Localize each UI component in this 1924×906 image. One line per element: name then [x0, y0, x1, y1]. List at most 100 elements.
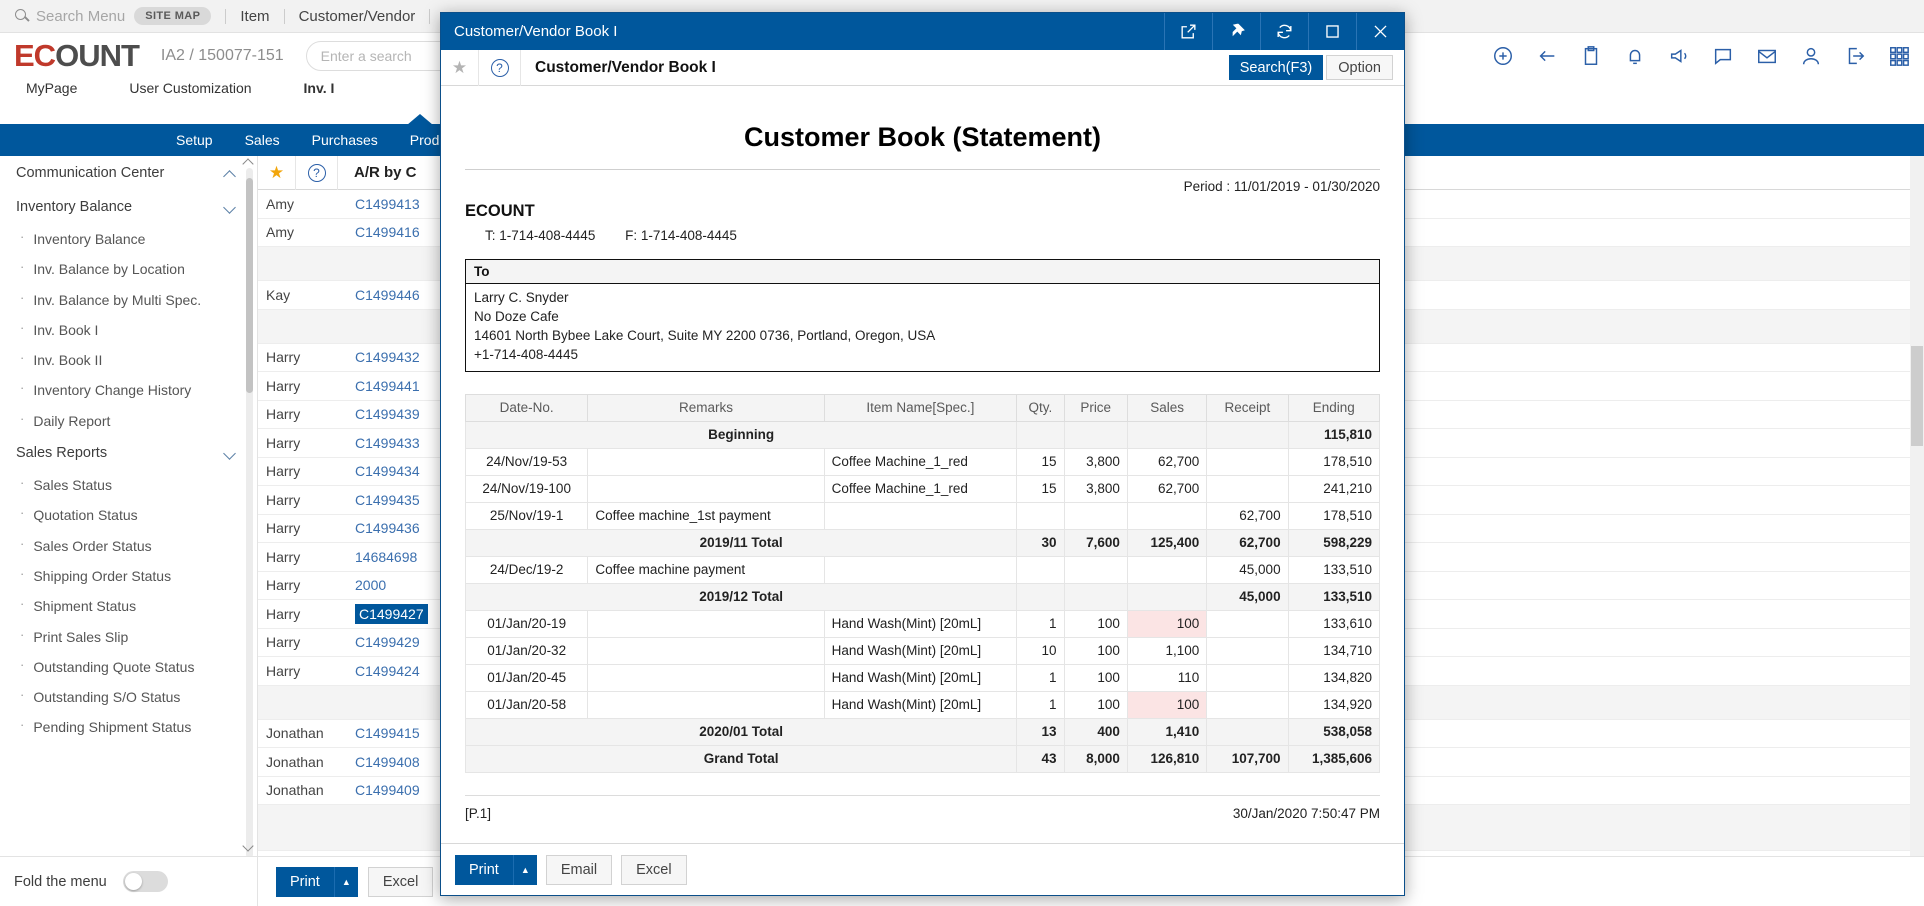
grid-scroll-thumb[interactable] [1911, 346, 1923, 446]
sidebar-item-outstanding-so-status[interactable]: · Outstanding S/O Status [0, 682, 257, 712]
modal-print-button[interactable]: Print [455, 854, 513, 885]
pin-icon[interactable] [1212, 13, 1260, 50]
row-code[interactable]: C1499433 [355, 434, 420, 451]
row-code[interactable]: C1499413 [355, 195, 420, 212]
sidebar-item-inv-balance-by-location[interactable]: · Inv. Balance by Location [0, 254, 257, 284]
row-code[interactable]: C1499439 [355, 406, 420, 423]
sidebar-item-print-sales-slip[interactable]: · Print Sales Slip [0, 622, 257, 652]
row-code[interactable]: 14684698 [355, 548, 418, 565]
tab-mypage[interactable]: MyPage [26, 80, 78, 96]
sidebar-item-label: Shipping Order Status [33, 567, 172, 584]
external-link-icon[interactable] [1164, 13, 1212, 50]
refresh-icon[interactable] [1260, 13, 1308, 50]
nav-sales[interactable]: Sales [244, 132, 280, 148]
top-link-customer-vendor[interactable]: Customer/Vendor [298, 7, 416, 25]
cell-date[interactable]: 24/Nov/19-100 [464, 474, 589, 503]
nav-purchases[interactable]: Purchases [311, 132, 378, 148]
row-code[interactable]: C1499408 [355, 753, 420, 770]
row-code[interactable]: C1499429 [355, 634, 420, 651]
sidebar-group-inventory-balance[interactable]: Inventory Balance [0, 190, 257, 224]
search-f3-button[interactable]: Search(F3) [1228, 55, 1324, 80]
fold-menu-toggle[interactable] [122, 871, 168, 892]
row-code[interactable]: C1499436 [355, 520, 420, 537]
row-code-selected[interactable]: C1499427 [351, 603, 483, 624]
sidebar-scrollbar[interactable] [246, 168, 253, 856]
sidebar-scroll-thumb[interactable] [246, 178, 253, 393]
top-link-item[interactable]: Item [240, 7, 270, 25]
logout-icon[interactable] [1844, 45, 1866, 67]
option-button[interactable]: Option [1326, 55, 1393, 80]
megaphone-icon[interactable] [1668, 45, 1690, 67]
nav-setup[interactable]: Setup [176, 132, 213, 148]
cell-date[interactable]: 24/Nov/19-53 [464, 447, 589, 476]
maximize-icon[interactable] [1308, 13, 1356, 50]
grid-print-group[interactable]: Print ▲ [276, 866, 358, 897]
favorite-star-icon[interactable]: ★ [441, 49, 479, 86]
row-code[interactable]: C1499441 [355, 377, 420, 394]
row-code[interactable]: C1499446 [355, 286, 420, 303]
sidebar-group-sales-reports[interactable]: Sales Reports [0, 436, 257, 470]
favorite-star-icon[interactable]: ★ [258, 155, 296, 190]
cell-date[interactable]: 24/Dec/19-2 [464, 555, 589, 584]
sidebar-item-inv-balance-by-multi-spec[interactable]: · Inv. Balance by Multi Spec. [0, 285, 257, 315]
row-code[interactable]: C1499415 [355, 725, 420, 742]
sidebar-item-inv-book-i[interactable]: · Inv. Book I [0, 315, 257, 345]
apps-grid-icon[interactable] [1888, 45, 1910, 67]
modal-email-button[interactable]: Email [545, 854, 613, 885]
sidebar-item-shipping-order-status[interactable]: · Shipping Order Status [0, 561, 257, 591]
summary-price [1063, 582, 1128, 611]
cell-date[interactable]: 01/Jan/20-45 [464, 663, 589, 692]
row-code[interactable]: 2000 [355, 577, 387, 594]
clipboard-icon[interactable] [1580, 45, 1602, 67]
grid-print-button[interactable]: Print [276, 866, 334, 897]
cell-date[interactable]: 01/Jan/20-19 [464, 609, 589, 638]
grid-excel-button[interactable]: Excel [367, 866, 434, 897]
row-code[interactable]: C1499416 [355, 224, 420, 241]
bell-icon[interactable] [1624, 45, 1646, 67]
modal-print-dropdown-arrow-icon[interactable]: ▲ [512, 854, 537, 885]
tab-user-customization[interactable]: User Customization [129, 80, 252, 96]
back-arrow-icon[interactable] [1536, 45, 1558, 67]
grid-print-dropdown-arrow-icon[interactable]: ▲ [333, 866, 358, 897]
search-menu-placeholder[interactable]: Search Menu [36, 7, 126, 25]
sidebar-item-sales-status[interactable]: · Sales Status [0, 470, 257, 500]
row-code[interactable]: C1499424 [355, 662, 420, 679]
divider [283, 8, 285, 24]
cell-remarks [587, 447, 825, 476]
tab-inv[interactable]: Inv. I [303, 80, 335, 96]
close-icon[interactable] [1356, 13, 1404, 50]
help-button[interactable]: ? [479, 49, 521, 86]
fold-menu-bar: Fold the menu [0, 856, 258, 906]
cell-date[interactable]: 25/Nov/19-1 [464, 501, 589, 530]
cell-date[interactable]: 01/Jan/20-32 [464, 636, 589, 665]
cell-date[interactable]: 01/Jan/20-58 [464, 690, 589, 719]
mail-icon[interactable] [1756, 45, 1778, 67]
user-icon[interactable] [1800, 45, 1822, 67]
row-code[interactable]: C1499435 [355, 491, 420, 508]
sidebar-group-communication-center[interactable]: Communication Center [0, 156, 257, 190]
sidebar-item-pending-shipment-status[interactable]: · Pending Shipment Status [0, 712, 257, 742]
sidebar-item-daily-report[interactable]: · Daily Report [0, 406, 257, 436]
scroll-down-arrow-icon[interactable] [244, 840, 254, 850]
site-map-button[interactable]: SITE MAP [134, 7, 212, 25]
sidebar-item-inventory-balance[interactable]: · Inventory Balance [0, 224, 257, 254]
sidebar-item-outstanding-quote-status[interactable]: · Outstanding Quote Status [0, 652, 257, 682]
scroll-up-arrow-icon[interactable] [244, 158, 254, 168]
sidebar-item-shipment-status[interactable]: · Shipment Status [0, 591, 257, 621]
row-code[interactable]: C1499409 [355, 782, 420, 799]
nav-production[interactable]: Prod [409, 132, 440, 148]
help-button[interactable]: ? [296, 155, 338, 190]
sidebar-item-sales-order-status[interactable]: · Sales Order Status [0, 531, 257, 561]
add-circle-icon[interactable] [1492, 45, 1514, 67]
modal-print-group[interactable]: Print ▲ [455, 854, 537, 885]
row-code[interactable]: C1499434 [355, 463, 420, 480]
sidebar-item-inventory-change-history[interactable]: · Inventory Change History [0, 375, 257, 405]
modal-window-controls [1164, 13, 1404, 50]
row-name: Kay [266, 286, 291, 303]
chat-icon[interactable] [1712, 45, 1734, 67]
row-code[interactable]: C1499432 [355, 349, 420, 366]
sidebar-item-quotation-status[interactable]: · Quotation Status [0, 500, 257, 530]
sidebar-item-inv-book-ii[interactable]: · Inv. Book II [0, 345, 257, 375]
modal-excel-button[interactable]: Excel [621, 854, 687, 885]
grid-vertical-scrollbar[interactable] [1910, 156, 1924, 856]
